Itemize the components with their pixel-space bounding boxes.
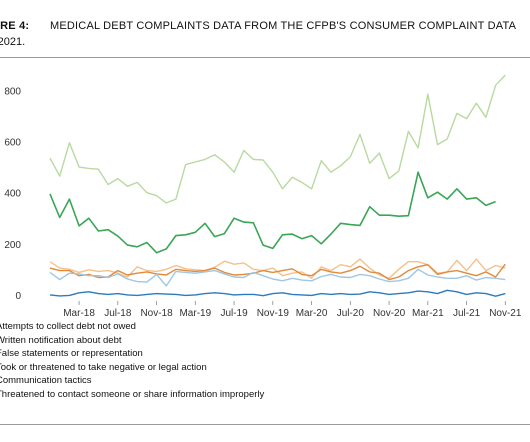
x-tick-label: Nov-21	[489, 308, 522, 319]
x-tick-label: Nov-18	[140, 308, 173, 319]
legend-entry: Written notification about debt	[0, 334, 122, 346]
x-tick-label: Mar-18	[63, 308, 95, 319]
x-tick-label: Mar-19	[179, 308, 211, 319]
x-tick-label: Nov-19	[257, 308, 290, 319]
x-tick-label: Jul-18	[104, 308, 132, 319]
title-divider	[0, 57, 530, 58]
legend-entry: False statements or representation	[0, 348, 143, 360]
figure-label: URE 4:	[0, 20, 30, 32]
y-tick-label: 600	[4, 138, 21, 149]
x-axis: Mar-18 Jul-18 Nov-18 Mar-19 Jul-19 Nov-19 Mar-…	[63, 301, 522, 319]
series-line-6	[49, 289, 506, 297]
x-tick-label: Jul-19	[220, 308, 248, 319]
legend-entry: Threatened to contact someone or share i…	[0, 388, 265, 400]
legend-entry: Communication tactics	[0, 375, 92, 387]
legend-entry: Attempts to collect debt not owed	[0, 321, 136, 332]
x-tick-label: Nov-20	[373, 308, 406, 319]
y-tick-label: 0	[15, 291, 21, 302]
series-line-2	[49, 171, 496, 254]
series-line-3	[49, 258, 506, 279]
figure-title-line2: -2021.	[0, 36, 26, 48]
line-chart: 0 200 400 600 800 Mar-18 Jul-18 Nov-18 Mar-19 Ju…	[4, 74, 522, 319]
series-line-1	[49, 74, 506, 204]
y-axis: 0 200 400 600 800	[4, 86, 21, 301]
series-line-4	[49, 263, 506, 281]
series-line-5	[49, 268, 506, 287]
series-lines	[49, 74, 506, 297]
x-tick-label: Jul-21	[453, 308, 481, 319]
legend-entry: Took or threatened to take negative or l…	[0, 361, 207, 373]
legend: Attempts to collect debt not owed Written…	[0, 320, 264, 402]
x-tick-label: Mar-21	[412, 308, 444, 319]
x-tick-label: Jul-20	[337, 308, 365, 319]
x-tick-label: Mar-20	[296, 308, 328, 319]
y-tick-label: 800	[4, 86, 21, 97]
y-tick-label: 200	[4, 240, 21, 251]
bottom-divider	[0, 424, 530, 425]
y-tick-label: 400	[4, 189, 21, 200]
figure-title: MEDICAL DEBT COMPLAINTS DATA FROM THE CF…	[50, 20, 517, 32]
